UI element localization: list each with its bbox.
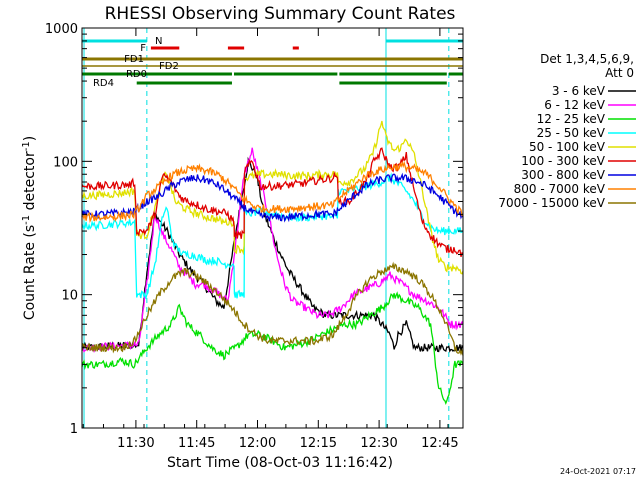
x-tick-label-5: 12:45 bbox=[421, 436, 458, 451]
flag-label-f: F bbox=[140, 43, 146, 54]
legend-label-7: 800 - 7000 keV bbox=[514, 182, 606, 196]
series-line-1 bbox=[81, 147, 464, 354]
flag-label-fd1: FD1 bbox=[124, 54, 144, 65]
y-axis-label-mid: detector bbox=[22, 151, 38, 215]
series-line-4 bbox=[81, 120, 464, 275]
legend-label-8: 7000 - 15000 keV bbox=[498, 196, 605, 210]
flag-label-n: N bbox=[155, 36, 162, 47]
y-tick-label-2: 100 bbox=[53, 155, 78, 170]
x-axis-label: Start Time (08-Oct-03 11:16:42) bbox=[167, 455, 393, 471]
x-tick-label-1: 11:45 bbox=[178, 436, 215, 451]
legend-title-2: Att 0 bbox=[605, 66, 634, 80]
y-axis: 1 10 100 1000 bbox=[45, 22, 463, 437]
y-axis-label-main: Count Rate (s bbox=[22, 225, 38, 320]
flag-label-rd4: RD4 bbox=[93, 78, 114, 89]
legend-label-1: 6 - 12 keV bbox=[544, 98, 606, 112]
series-line-5 bbox=[81, 147, 464, 257]
x-tick-label-0: 11:30 bbox=[117, 436, 154, 451]
y-axis-label-sup1: -1 bbox=[21, 215, 32, 225]
x-tick-label-4: 12:30 bbox=[360, 436, 397, 451]
legend-label-4: 50 - 100 keV bbox=[529, 140, 606, 154]
legend-label-5: 100 - 300 keV bbox=[521, 154, 605, 168]
legend-label-2: 12 - 25 keV bbox=[537, 112, 606, 126]
chart-title: RHESSI Observing Summary Count Rates bbox=[105, 4, 456, 24]
x-tick-label-2: 12:00 bbox=[239, 436, 276, 451]
y-tick-label-0: 1 bbox=[70, 422, 78, 437]
y-tick-label-3: 1000 bbox=[45, 22, 78, 37]
series-line-6 bbox=[81, 172, 464, 223]
legend-title-1: Det 1,3,4,5,6,9, bbox=[540, 52, 634, 66]
series-line-7 bbox=[81, 160, 464, 224]
legend-label-6: 300 - 800 keV bbox=[521, 168, 605, 182]
plot-frame bbox=[81, 27, 464, 429]
legend-label-0: 3 - 6 keV bbox=[552, 84, 606, 98]
flag-label-fd2: FD2 bbox=[159, 61, 179, 72]
flag-label-rd0: RD0 bbox=[126, 69, 147, 80]
y-tick-label-1: 10 bbox=[61, 289, 78, 304]
y-axis-label-end: ) bbox=[22, 136, 38, 141]
footer-date: 24-Oct-2021 07:17 bbox=[560, 467, 636, 476]
y-axis-label-sup2: -1 bbox=[21, 141, 32, 151]
series-line-8 bbox=[81, 261, 464, 356]
y-axis-label: Count Rate (s-1 detector-1) bbox=[21, 136, 38, 320]
x-axis: 11:30 11:45 12:00 12:15 12:30 12:45 bbox=[82, 28, 459, 451]
x-tick-label-3: 12:15 bbox=[300, 436, 337, 451]
legend-label-3: 25 - 50 keV bbox=[537, 126, 606, 140]
